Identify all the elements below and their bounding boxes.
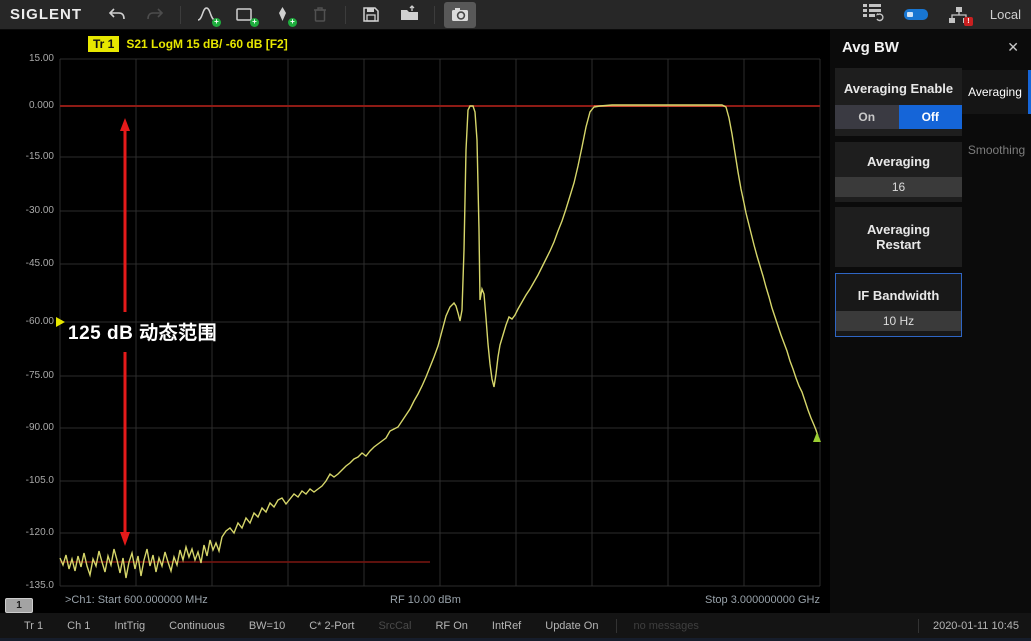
toolbar: SIGLENT + + bbox=[0, 0, 1031, 30]
channel-info-bar: >Ch1: Start 600.000000 MHz RF 10.00 dBm … bbox=[0, 594, 830, 613]
tab-smoothing[interactable]: Smoothing bbox=[967, 143, 1026, 157]
redo-icon bbox=[147, 7, 164, 19]
y-tick-label: -105.0 bbox=[25, 475, 54, 486]
plus-badge-icon: + bbox=[212, 17, 222, 27]
averaging-value[interactable]: 16 bbox=[835, 177, 962, 197]
dynamic-range-annotation: 125 dB 动态范围 bbox=[68, 323, 218, 344]
lan-error-badge-icon: ! bbox=[963, 16, 973, 26]
system-status-button[interactable] bbox=[862, 3, 884, 27]
averaging-enable-toggle: On Off bbox=[835, 105, 962, 129]
toolbar-separator bbox=[180, 5, 182, 24]
usb-status-button[interactable] bbox=[903, 9, 928, 20]
stop-frequency-label: Stop 3.000000000 GHz bbox=[705, 594, 820, 606]
add-marker-button[interactable]: + bbox=[266, 2, 298, 28]
screenshot-icon bbox=[452, 8, 469, 21]
grid-lines bbox=[59, 58, 821, 587]
averaging-enable-card: Averaging Enable On Off bbox=[835, 68, 962, 136]
plot-canvas bbox=[56, 58, 821, 587]
screenshot-button[interactable] bbox=[444, 1, 477, 28]
trace-header[interactable]: Tr 1 S21 LogM 15 dB/ -60 dB [F2] bbox=[88, 36, 288, 52]
trace-settings-label: S21 LogM 15 dB/ -60 dB [F2] bbox=[126, 37, 288, 51]
channel-number-box: 1 bbox=[5, 598, 33, 613]
y-tick-label: -30.00 bbox=[25, 205, 54, 216]
status-bar: Tr 1 Ch 1 IntTrig Continuous BW=10 C* 2-Port S… bbox=[0, 613, 1031, 641]
s21-trace bbox=[59, 104, 819, 579]
status-item: IntRef bbox=[491, 619, 522, 632]
system-status-icon bbox=[862, 3, 884, 21]
status-items: Tr 1 Ch 1 IntTrig Continuous BW=10 C* 2-Port S… bbox=[0, 620, 598, 632]
avg-bw-panel: Avg BW ✕ Averaging Enable On Off Averagi… bbox=[830, 30, 1031, 613]
status-item: RF On bbox=[435, 619, 468, 632]
averaging-restart-label: Averaging Restart bbox=[866, 222, 931, 252]
status-item: Continuous bbox=[169, 619, 225, 632]
save-icon bbox=[363, 7, 379, 22]
open-folder-icon bbox=[400, 5, 418, 20]
redo-button[interactable] bbox=[139, 2, 171, 28]
messages-label: no messages bbox=[633, 619, 699, 632]
averaging-off-button[interactable]: Off bbox=[898, 105, 962, 129]
status-item: Update On bbox=[545, 619, 599, 632]
trace-end-marker-icon bbox=[813, 432, 821, 442]
y-tick-label: -135.0 bbox=[25, 580, 54, 591]
add-window-icon bbox=[235, 8, 252, 21]
averaging-on-button[interactable]: On bbox=[835, 105, 899, 129]
reference-level-marker-icon bbox=[56, 317, 65, 327]
status-item: IntTrig bbox=[114, 619, 146, 632]
add-marker-icon bbox=[278, 7, 286, 21]
panel-title: Avg BW bbox=[842, 38, 899, 56]
y-tick-label: -15.00 bbox=[25, 151, 54, 162]
if-bandwidth-label: IF Bandwidth bbox=[857, 288, 940, 303]
y-tick-label: 0.000 bbox=[28, 100, 54, 111]
tab-averaging[interactable]: Averaging bbox=[962, 70, 1031, 114]
status-separator bbox=[616, 618, 618, 633]
plus-badge-icon: + bbox=[288, 17, 298, 27]
status-item: Ch 1 bbox=[67, 619, 91, 632]
start-frequency-label: >Ch1: Start 600.000000 MHz bbox=[65, 594, 208, 606]
y-tick-label: -120.0 bbox=[25, 527, 54, 538]
dynamic-range-arrow bbox=[120, 118, 130, 546]
trace-number-chip[interactable]: Tr 1 bbox=[88, 36, 120, 52]
add-window-button[interactable]: + bbox=[228, 2, 260, 28]
save-button[interactable] bbox=[355, 2, 387, 28]
status-item: BW=10 bbox=[248, 619, 286, 632]
toolbar-separator bbox=[345, 5, 347, 24]
status-item: C* 2-Port bbox=[309, 619, 355, 632]
datetime-label: 2020-01-11 10:45 bbox=[932, 619, 1019, 632]
y-tick-label: 15.00 bbox=[28, 53, 54, 64]
averaging-label: Averaging bbox=[866, 154, 931, 169]
open-file-button[interactable] bbox=[393, 2, 425, 28]
close-icon[interactable]: ✕ bbox=[1007, 38, 1019, 55]
plus-badge-icon: + bbox=[250, 17, 260, 27]
if-bandwidth-value[interactable]: 10 Hz bbox=[836, 311, 961, 331]
graph-region: Tr 1 S21 LogM 15 dB/ -60 dB [F2] 15.00 0.… bbox=[0, 30, 830, 613]
if-bandwidth-card[interactable]: IF Bandwidth 10 Hz bbox=[835, 273, 962, 337]
local-mode-button[interactable]: Local bbox=[989, 7, 1021, 22]
averaging-enable-label: Averaging Enable bbox=[843, 81, 954, 96]
status-separator bbox=[917, 618, 919, 633]
undo-icon bbox=[108, 7, 125, 19]
y-tick-label: -75.00 bbox=[25, 370, 54, 381]
status-item: Tr 1 bbox=[24, 619, 44, 632]
lan-status-button[interactable]: ! bbox=[948, 6, 973, 26]
status-item: SrcCal bbox=[378, 619, 412, 632]
panel-header: Avg BW ✕ bbox=[830, 30, 1031, 64]
add-trace-button[interactable]: + bbox=[190, 2, 222, 28]
system-tray: ! Local bbox=[862, 3, 1021, 27]
undo-button[interactable] bbox=[101, 2, 133, 28]
rf-power-label: RF 10.00 dBm bbox=[390, 594, 461, 606]
siglent-logo: SIGLENT bbox=[10, 6, 83, 23]
toolbar-separator bbox=[434, 5, 436, 24]
y-tick-label: -90.00 bbox=[25, 422, 54, 433]
usb-icon bbox=[903, 9, 928, 20]
averaging-restart-card[interactable]: Averaging Restart bbox=[835, 207, 962, 267]
add-trace-icon bbox=[197, 7, 215, 21]
delete-button[interactable] bbox=[304, 2, 336, 28]
averaging-count-card[interactable]: Averaging 16 bbox=[835, 142, 962, 202]
trash-icon bbox=[314, 7, 327, 22]
y-tick-label: -45.00 bbox=[25, 258, 54, 269]
y-tick-label: -60.00 bbox=[25, 316, 54, 327]
